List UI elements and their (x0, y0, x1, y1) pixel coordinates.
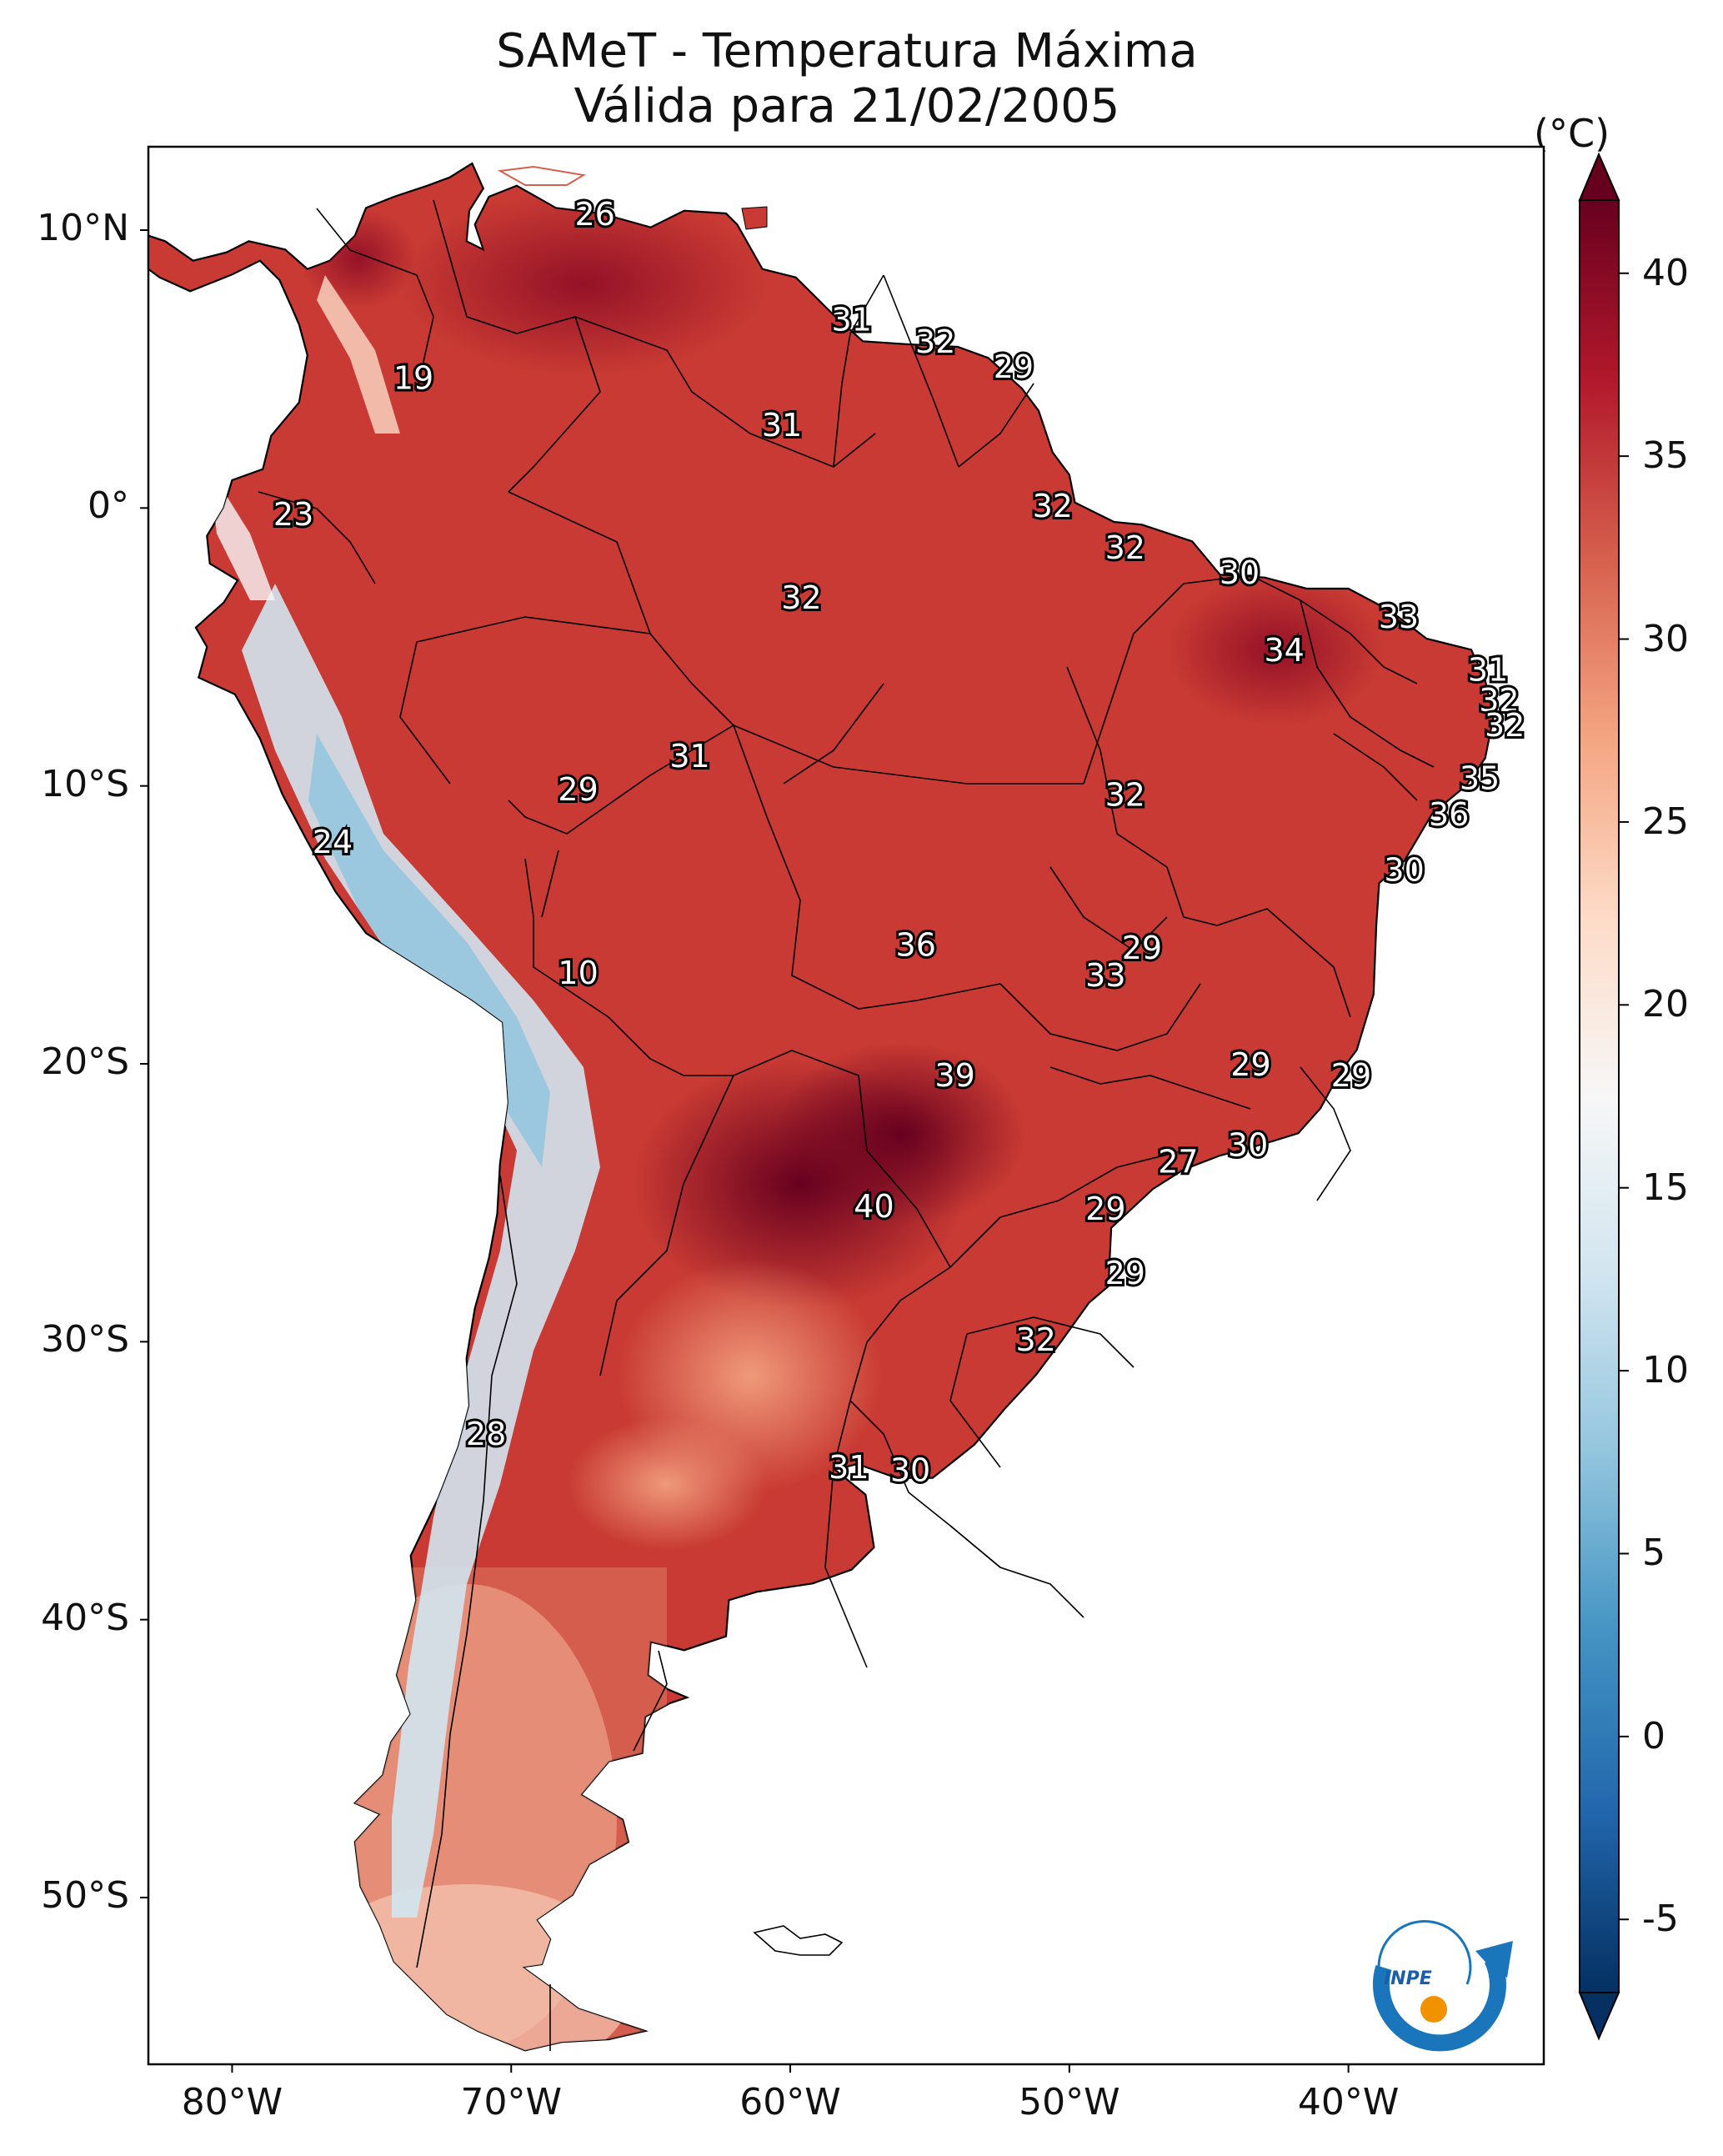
temperature-label: 32 (781, 579, 821, 616)
temperature-label: 29 (1105, 1255, 1145, 1291)
temperature-label: 26 (575, 196, 615, 233)
temperature-label: 31 (829, 1449, 869, 1486)
country-borders (258, 199, 1435, 2051)
temperature-label: 30 (890, 1452, 930, 1489)
latitude-tick-label: 50°S (41, 1874, 129, 1917)
temperature-label: 31 (1468, 652, 1508, 689)
temperature-label: 34 (1264, 632, 1304, 669)
temperature-label: 32 (1033, 488, 1073, 524)
temperature-label: 10 (558, 955, 598, 991)
colorbar-tick-label: 0 (1642, 1714, 1665, 1757)
colorbar-tick-label: 35 (1642, 434, 1689, 478)
longitude-tick-label: 40°W (1297, 2081, 1400, 2123)
colorbar-tick-label: 10 (1642, 1349, 1689, 1392)
temperature-label: 31 (762, 407, 802, 444)
longitude-tick-label: 80°W (181, 2081, 283, 2123)
temperature-label: 32 (1105, 777, 1145, 814)
temperature-label: 23 (273, 496, 313, 533)
temperature-label: 33 (1085, 957, 1125, 994)
temperature-label: 31 (669, 738, 709, 775)
temperature-label: 30 (1228, 1127, 1268, 1164)
temperature-label: 39 (934, 1057, 974, 1094)
latitude-tick-label: 0° (88, 484, 129, 528)
temperature-label: 28 (466, 1416, 506, 1452)
longitude-tick-label: 60°W (739, 2081, 841, 2123)
caribbean-island-2 (497, 165, 586, 186)
temperature-label: 32 (1015, 1321, 1055, 1358)
temperature-label: 35 (1460, 760, 1500, 797)
inpe-logo-text: INPE (1384, 1968, 1432, 1989)
inpe-logo: INPE (1372, 1919, 1513, 2052)
temperature-label: 30 (1220, 554, 1260, 591)
temperature-label: 32 (1485, 707, 1525, 744)
longitude-tick-label: 50°W (1019, 2081, 1120, 2123)
colorbar-tick-label: 5 (1642, 1532, 1665, 1575)
latitude-tick-label: 10°N (37, 207, 129, 249)
temperature-label: 29 (1230, 1046, 1270, 1083)
colorbar-tick-label: -5 (1642, 1898, 1679, 1941)
temperature-label: 29 (1085, 1191, 1125, 1227)
temperature-label: 40 (854, 1188, 894, 1225)
temperature-label: 32 (1479, 682, 1519, 719)
temperature-label: 29 (1122, 930, 1162, 966)
temperature-label: 29 (994, 348, 1034, 385)
axis-ticks (140, 229, 1350, 2073)
temperature-label: 33 (1379, 599, 1419, 635)
colorbar (1578, 152, 1629, 2041)
colorbar-tick-label: 25 (1642, 800, 1689, 843)
temperature-label: 29 (1331, 1057, 1371, 1094)
colorbar-tick-label: 20 (1642, 983, 1689, 1026)
temperature-label: 36 (1429, 796, 1469, 833)
temperature-label: 36 (896, 927, 936, 964)
latitude-tick-label: 40°S (41, 1596, 129, 1639)
temperature-label: 31 (832, 302, 872, 338)
temperature-label: 32 (1105, 529, 1145, 566)
latitude-tick-label: 20°S (41, 1040, 129, 1083)
colorbar-tick-label: 40 (1642, 251, 1689, 294)
map-title: SAMeT - Temperatura Máxima (496, 24, 1198, 78)
longitude-tick-label: 70°W (460, 2081, 562, 2123)
map-subtitle: Válida para 21/02/2005 (573, 79, 1120, 133)
caribbean-island (741, 206, 768, 230)
colorbar-tick-label: 30 (1642, 617, 1689, 660)
latitude-tick-label: 30°S (41, 1318, 129, 1361)
south-america-landmass (147, 162, 1495, 2052)
temperature-label: 32 (915, 323, 955, 360)
temperature-label: 27 (1158, 1144, 1198, 1181)
falkland-islands (753, 1925, 844, 1956)
temperature-label: 19 (393, 360, 433, 397)
colorbar-unit-label: (°C) (1534, 111, 1610, 156)
latitude-tick-label: 10°S (41, 762, 129, 805)
temperature-label: 24 (313, 824, 353, 860)
temperature-label: 30 (1384, 852, 1424, 889)
temperature-label: 29 (558, 771, 598, 808)
colorbar-tick-label: 15 (1642, 1166, 1689, 1209)
